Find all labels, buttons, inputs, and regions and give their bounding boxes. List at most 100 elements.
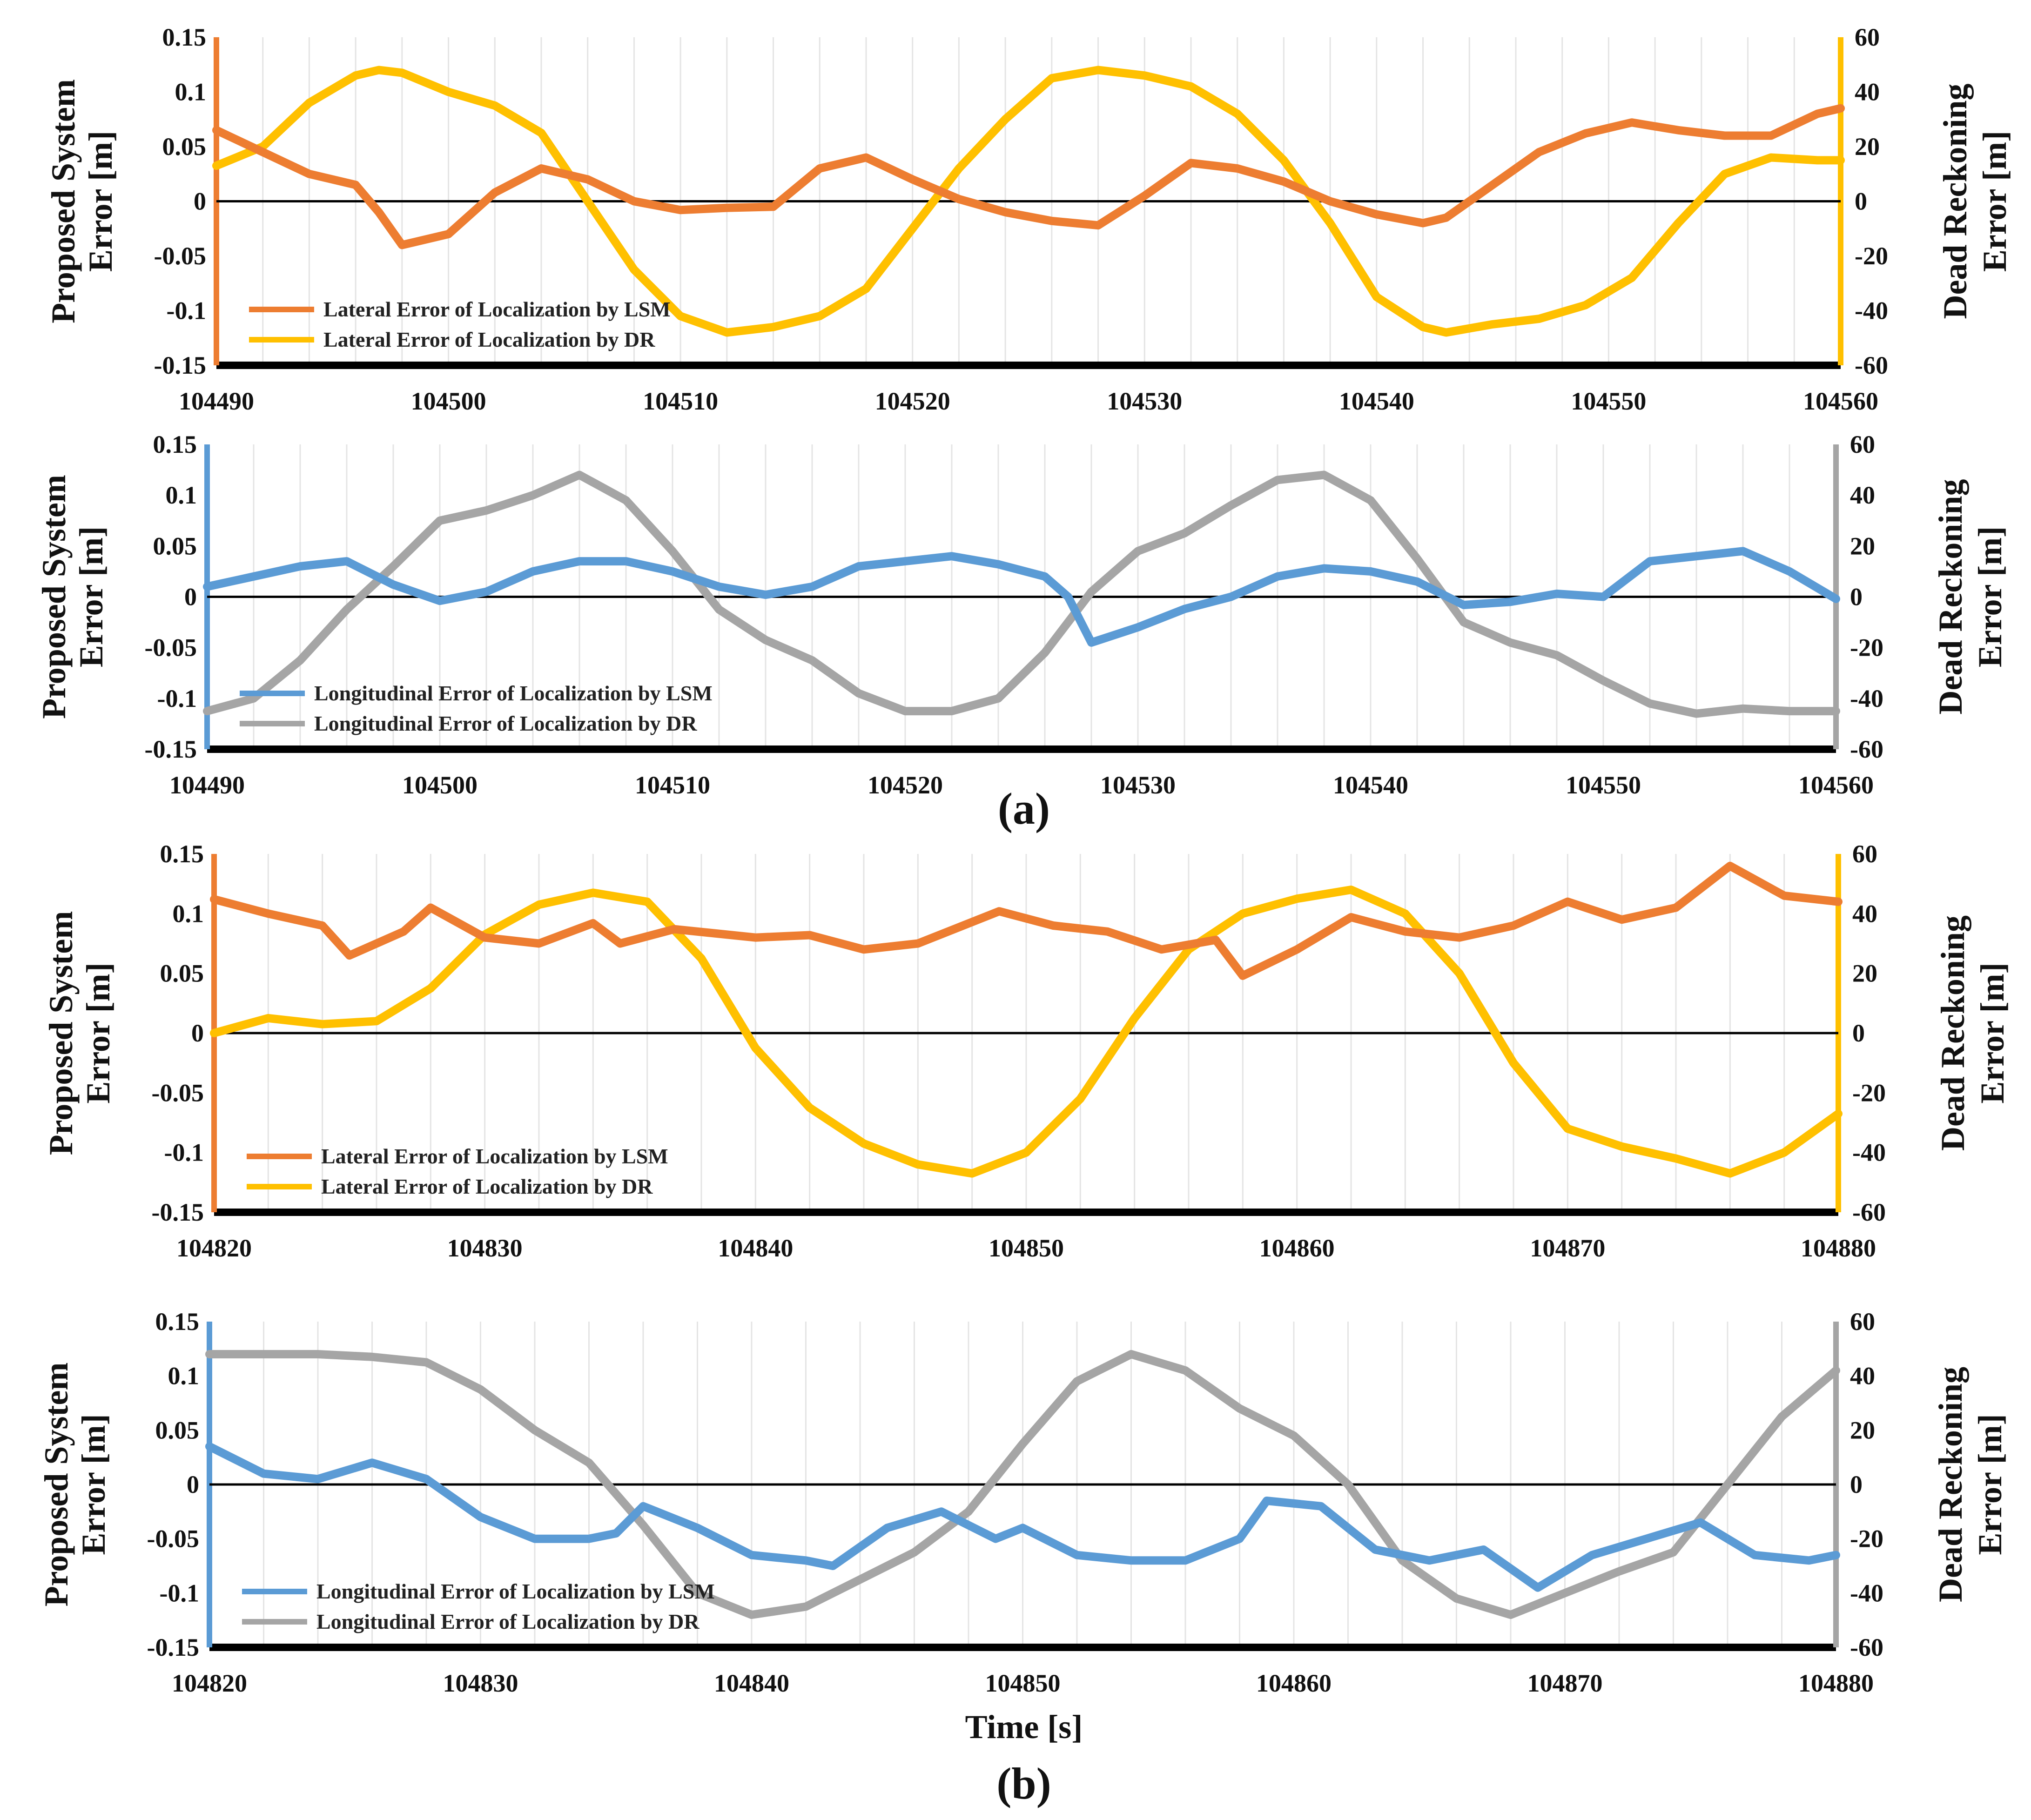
x-tick-label: 104860 bbox=[1259, 1234, 1335, 1262]
x-tick-label: 104490 bbox=[169, 771, 245, 799]
left-axis-title: Proposed System bbox=[35, 475, 73, 719]
right-tick-label: 60 bbox=[1852, 840, 1877, 868]
x-tick-label: 104860 bbox=[1256, 1669, 1332, 1697]
left-tick-label: 0.05 bbox=[160, 960, 204, 987]
left-tick-label: 0.15 bbox=[153, 430, 197, 458]
series-line-1 bbox=[203, 470, 1840, 718]
x-tick-label: 104510 bbox=[643, 387, 718, 415]
x-tick-label: 104870 bbox=[1530, 1234, 1605, 1262]
panel-b-lateral: -0.15 -0.1 -0.05 0 0.05 0.1 0.15 -60 -40 -20 0 20 40… bbox=[42, 840, 2011, 1262]
left-tick-label: -0.15 bbox=[152, 1198, 204, 1226]
series-line-1 bbox=[205, 1350, 1840, 1619]
left-tick-label: 0.1 bbox=[168, 1362, 200, 1390]
x-tick-label: 104530 bbox=[1107, 387, 1182, 415]
caption-b: (b) bbox=[996, 1759, 1051, 1808]
left-tick-label: 0.15 bbox=[155, 1308, 200, 1336]
left-axis-title-units: Error [m] bbox=[75, 1414, 112, 1555]
x-tick-label: 104850 bbox=[985, 1669, 1061, 1697]
left-tick-label: 0.05 bbox=[155, 1416, 200, 1444]
series-line-0 bbox=[212, 104, 1845, 249]
left-tick-label: 0.1 bbox=[173, 900, 204, 927]
right-tick-label: 20 bbox=[1850, 532, 1875, 560]
right-tick-label: -20 bbox=[1855, 242, 1888, 270]
x-tick-label: 104560 bbox=[1803, 387, 1878, 415]
legend-label: Longitudinal Error of Localization by LS… bbox=[316, 1579, 715, 1603]
x-tick-label: 104840 bbox=[714, 1669, 789, 1697]
x-tick-label: 104500 bbox=[402, 771, 477, 799]
left-tick-label: -0.05 bbox=[145, 634, 197, 662]
right-tick-label: 40 bbox=[1850, 1362, 1875, 1390]
right-tick-label: 20 bbox=[1852, 960, 1877, 987]
series-line-1 bbox=[212, 66, 1845, 337]
left-axis-title-units: Error [m] bbox=[80, 962, 117, 1103]
right-tick-label: 40 bbox=[1850, 481, 1875, 509]
right-tick-label: -20 bbox=[1850, 1525, 1883, 1553]
x-tick-label: 104530 bbox=[1100, 771, 1176, 799]
x-tick-label: 104830 bbox=[447, 1234, 523, 1262]
series-line-0 bbox=[205, 1442, 1840, 1592]
left-tick-label: -0.05 bbox=[152, 1079, 204, 1107]
right-tick-label: -60 bbox=[1855, 351, 1888, 379]
right-tick-label: 40 bbox=[1852, 900, 1877, 927]
right-axis-title: Dead Reckoning bbox=[1937, 83, 1974, 319]
left-tick-label: -0.1 bbox=[167, 297, 206, 325]
right-tick-label: -40 bbox=[1855, 297, 1888, 325]
x-tick-label: 104500 bbox=[411, 387, 486, 415]
x-tick-label: 104880 bbox=[1801, 1234, 1876, 1262]
right-tick-label: -60 bbox=[1850, 735, 1883, 763]
left-tick-label: -0.1 bbox=[164, 1139, 204, 1167]
right-axis-title: Dead Reckoning bbox=[1934, 915, 1971, 1151]
right-tick-label: -20 bbox=[1852, 1079, 1886, 1107]
right-tick-label: 0 bbox=[1855, 188, 1867, 215]
left-tick-label: 0 bbox=[184, 583, 197, 611]
left-axis-title-units: Error [m] bbox=[73, 526, 110, 667]
x-tick-label: 104550 bbox=[1566, 771, 1641, 799]
right-axis-title-units: Error [m] bbox=[1974, 962, 2011, 1103]
x-tick-label: 104880 bbox=[1798, 1669, 1874, 1697]
left-tick-label: 0.1 bbox=[166, 481, 197, 509]
x-tick-label: 104520 bbox=[868, 771, 943, 799]
left-tick-label: -0.05 bbox=[147, 1525, 199, 1553]
x-tick-label: 104830 bbox=[443, 1669, 518, 1697]
series-line-0 bbox=[210, 861, 1843, 980]
x-tick-label: 104550 bbox=[1571, 387, 1646, 415]
left-axis-title: Proposed System bbox=[38, 1363, 75, 1607]
legend-label: Lateral Error of Localization by LSM bbox=[321, 1144, 668, 1168]
right-tick-label: 60 bbox=[1850, 1308, 1875, 1336]
x-tick-label: 104870 bbox=[1527, 1669, 1603, 1697]
right-tick-label: -40 bbox=[1850, 685, 1883, 712]
right-tick-label: -60 bbox=[1852, 1198, 1886, 1226]
legend-label: Lateral Error of Localization by DR bbox=[323, 328, 655, 351]
legend-label: Longitudinal Error of Localization by DR bbox=[316, 1610, 699, 1633]
left-tick-label: -0.15 bbox=[154, 351, 206, 379]
x-axis-title: Time [s] bbox=[965, 1708, 1083, 1746]
legend-label: Longitudinal Error of Localization by LS… bbox=[314, 681, 713, 705]
left-tick-label: -0.1 bbox=[160, 1579, 199, 1607]
legend-label: Longitudinal Error of Localization by DR bbox=[314, 712, 697, 735]
left-tick-label: 0.15 bbox=[160, 840, 204, 868]
right-tick-label: -20 bbox=[1850, 634, 1883, 662]
left-tick-label: 0.05 bbox=[153, 532, 197, 560]
x-tick-label: 104820 bbox=[172, 1669, 247, 1697]
legend-label: Lateral Error of Localization by DR bbox=[321, 1175, 653, 1198]
right-tick-label: 20 bbox=[1855, 133, 1880, 161]
left-axis-title: Proposed System bbox=[42, 911, 80, 1155]
right-axis-title-units: Error [m] bbox=[1971, 526, 2009, 667]
x-tick-label: 104850 bbox=[989, 1234, 1064, 1262]
x-tick-label: 104820 bbox=[176, 1234, 252, 1262]
left-axis-title-units: Error [m] bbox=[82, 131, 119, 272]
x-tick-label: 104840 bbox=[718, 1234, 793, 1262]
right-tick-label: -60 bbox=[1850, 1633, 1883, 1661]
left-tick-label: 0 bbox=[187, 1471, 199, 1498]
right-tick-label: 60 bbox=[1850, 430, 1875, 458]
right-axis-title: Dead Reckoning bbox=[1932, 1367, 1969, 1602]
panel-b-longitudinal: -0.15 -0.1 -0.05 0 0.05 0.1 0.15 -60 -40 -20 0 20 40… bbox=[38, 1308, 2009, 1697]
legend-label: Lateral Error of Localization by LSM bbox=[323, 297, 671, 321]
right-axis-title-units: Error [m] bbox=[1976, 131, 2013, 272]
series-line-0 bbox=[203, 547, 1840, 647]
right-tick-label: 60 bbox=[1855, 23, 1880, 51]
right-tick-label: 0 bbox=[1850, 1471, 1863, 1498]
x-tick-label: 104490 bbox=[179, 387, 254, 415]
x-tick-label: 104540 bbox=[1333, 771, 1408, 799]
